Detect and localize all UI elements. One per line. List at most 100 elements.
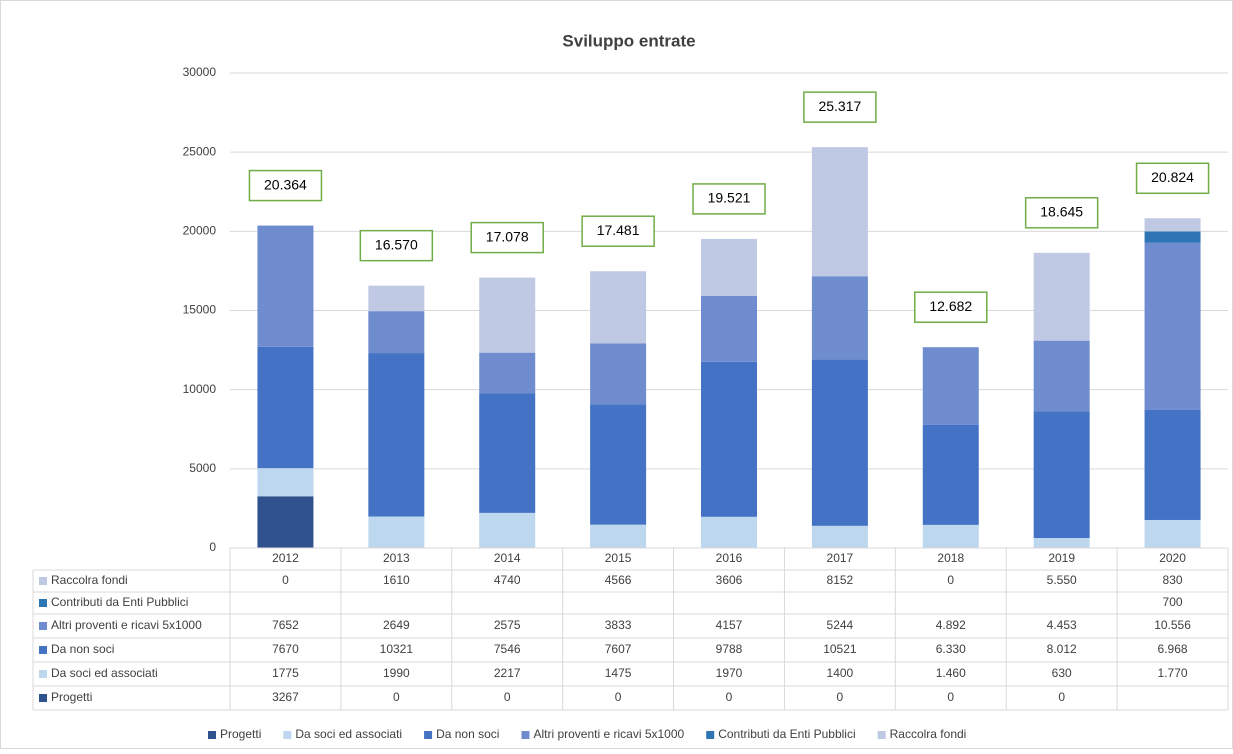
total-box	[581, 215, 655, 247]
table-cell: 0	[615, 690, 622, 704]
bar-segment	[1033, 340, 1090, 412]
bar-segment	[368, 285, 425, 312]
table-cell: 4157	[716, 618, 743, 632]
table-legend-key	[39, 622, 47, 630]
table-cell: 4.453	[1047, 618, 1077, 632]
bar-segment	[1144, 242, 1201, 410]
table-row-label: Da non soci	[51, 642, 114, 656]
table-cell: 630	[1052, 666, 1072, 680]
legend-label: Altri proventi e ricavi 5x1000	[533, 727, 684, 741]
bar-segment	[1144, 218, 1201, 232]
legend-key	[424, 731, 433, 739]
bar-segment	[922, 524, 979, 548]
table-cell: 7652	[272, 618, 299, 632]
table-legend-key	[39, 694, 47, 702]
total-box	[470, 221, 544, 254]
x-tick-label: 2020	[1159, 551, 1186, 565]
legend-label: Da non soci	[436, 727, 499, 741]
x-tick-label: 2014	[494, 551, 521, 565]
total-label: 18.645	[1040, 203, 1083, 219]
bar-segment	[257, 468, 314, 497]
bar-segment	[1033, 252, 1090, 341]
total-box	[914, 291, 988, 323]
y-tick-label: 25000	[183, 144, 217, 158]
table-cell: 7607	[605, 642, 632, 656]
bar-segment	[701, 361, 757, 517]
table-cell: 3833	[605, 618, 632, 632]
legend-label: Contributi da Enti Pubblici	[718, 727, 855, 741]
x-tick-label: 2013	[383, 551, 410, 565]
table-cell: 0	[726, 690, 733, 704]
bar-segment	[368, 311, 425, 354]
table-cell: 0	[504, 690, 511, 704]
table-cell: 1990	[383, 666, 410, 680]
table-cell: 1.770	[1158, 666, 1188, 680]
legend-key	[208, 731, 216, 739]
bar-segment	[257, 225, 314, 347]
total-label: 19.521	[708, 190, 751, 206]
total-label: 17.078	[486, 228, 529, 244]
table-cell: 2217	[494, 666, 521, 680]
table-cell: 0	[393, 690, 400, 704]
table-row-label: Progetti	[51, 690, 92, 704]
y-tick-label: 20000	[183, 224, 217, 238]
legend-label: Da soci ed associati	[295, 727, 402, 741]
bar-segment	[701, 516, 757, 548]
table-cell: 0	[947, 573, 954, 587]
bar-segment	[590, 343, 647, 405]
table-legend-key	[39, 577, 47, 585]
total-box	[359, 229, 434, 262]
table-cell: 10.556	[1154, 618, 1191, 632]
table-cell: 6.968	[1158, 642, 1188, 656]
total-box	[803, 91, 877, 123]
table-row-label: Raccolra fondi	[51, 573, 128, 587]
bar-segment	[1144, 231, 1201, 243]
total-label: 20.364	[264, 176, 307, 192]
total-box	[1024, 197, 1099, 229]
legend-label: Progetti	[220, 727, 261, 741]
table-cell: 0	[1058, 690, 1065, 704]
table-cell: 2575	[494, 618, 521, 632]
table-cell: 1400	[827, 666, 854, 680]
bar-segment	[368, 516, 425, 548]
legend-key	[283, 731, 292, 739]
table-cell: 0	[837, 690, 844, 704]
table-cell: 2649	[383, 618, 410, 632]
bar-segment	[479, 277, 536, 353]
table-cell: 8152	[827, 573, 854, 587]
bar-segment	[590, 524, 647, 548]
table-legend-key	[39, 646, 47, 654]
total-label: 20.824	[1151, 169, 1194, 185]
x-tick-label: 2012	[272, 551, 299, 565]
table-cell: 4566	[605, 573, 632, 587]
bar-segment	[257, 496, 314, 548]
bar-segment	[590, 271, 647, 344]
total-box	[248, 169, 323, 202]
table-cell: 1970	[716, 666, 743, 680]
table-cell: 10521	[823, 642, 857, 656]
table-cell: 8.012	[1047, 642, 1077, 656]
x-tick-label: 2015	[605, 551, 632, 565]
x-tick-label: 2017	[827, 551, 854, 565]
table-cell: 4.892	[936, 618, 966, 632]
bar-segment	[811, 525, 868, 548]
bar-segment	[811, 359, 868, 526]
total-label: 12.682	[929, 298, 972, 314]
table-cell: 1.460	[936, 666, 966, 680]
bar-segment	[922, 347, 979, 425]
table-cell: 1475	[605, 666, 632, 680]
table-legend-key	[39, 599, 47, 607]
total-box	[1135, 162, 1210, 195]
legend-key	[877, 731, 886, 739]
table-cell: 3606	[716, 573, 743, 587]
y-tick-label: 0	[209, 540, 216, 554]
legend-key	[706, 731, 715, 739]
bar-segment	[479, 352, 536, 394]
bar-segment	[257, 346, 314, 469]
table-cell: 5244	[827, 618, 854, 632]
legend-label: Raccolra fondi	[890, 727, 967, 741]
bar-segment	[590, 404, 647, 525]
x-tick-label: 2018	[937, 551, 964, 565]
table-cell: 7670	[272, 642, 299, 656]
